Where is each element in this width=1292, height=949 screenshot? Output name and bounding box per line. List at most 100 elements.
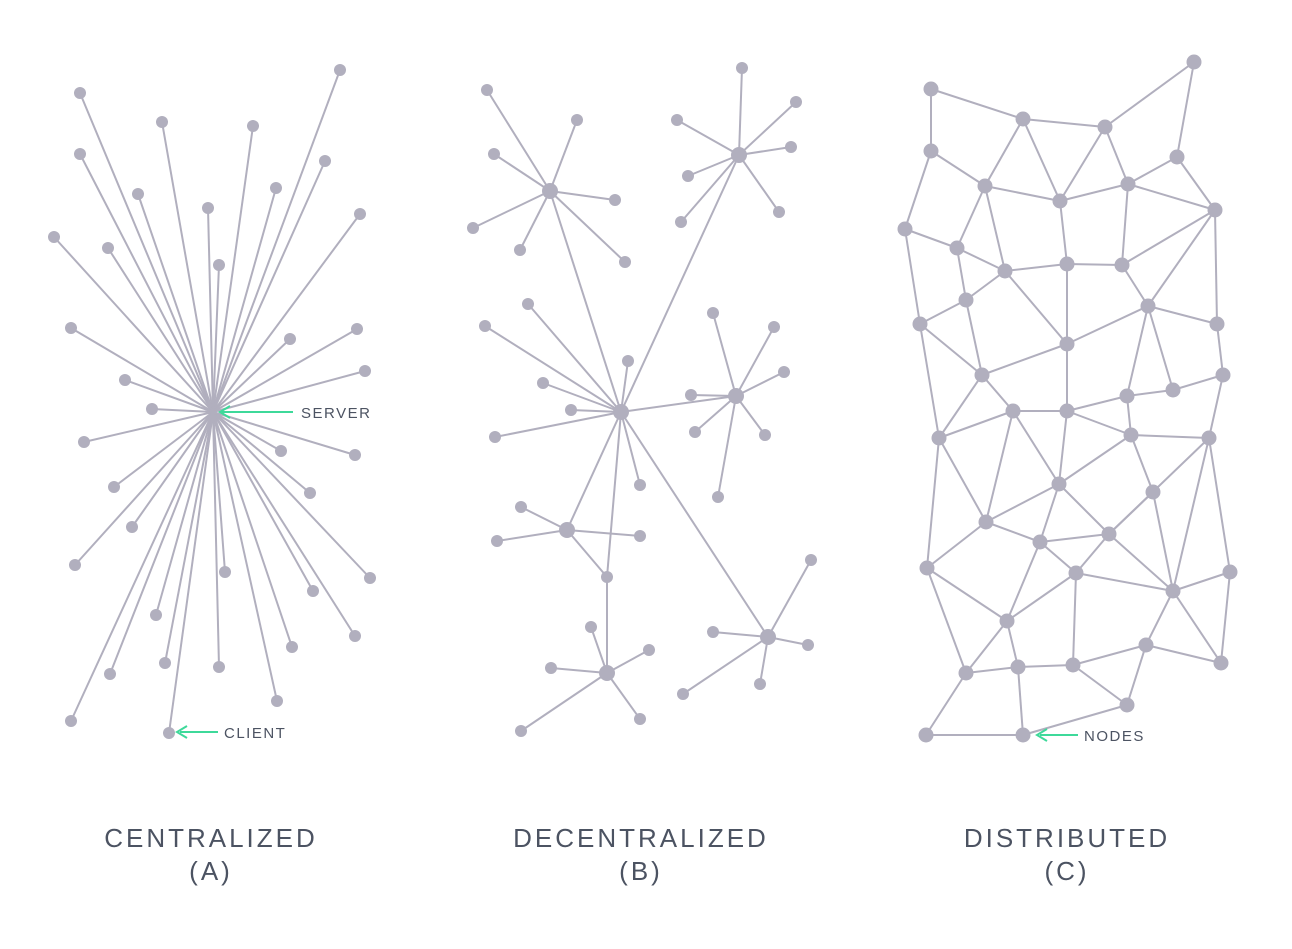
mesh-node [918, 727, 934, 743]
network-link [566, 529, 608, 578]
client-node [69, 559, 81, 571]
mesh-node [1119, 697, 1135, 713]
network-link [590, 626, 608, 674]
network-link [549, 119, 578, 192]
peer-node [467, 222, 479, 234]
decentralized-network [467, 62, 817, 737]
network-link [1059, 183, 1129, 202]
peer-node [634, 530, 646, 542]
caption-title: DECENTRALIZED [513, 823, 769, 853]
network-link [938, 437, 987, 523]
network-link [113, 411, 214, 488]
mesh-node [1140, 298, 1156, 314]
network-link [1152, 491, 1174, 592]
mesh-node [1032, 534, 1048, 550]
mesh-node [931, 430, 947, 446]
client-node [74, 87, 86, 99]
network-link [682, 636, 769, 695]
peer-node [785, 141, 797, 153]
network-link [1006, 572, 1077, 622]
network-link [620, 360, 629, 413]
centralized-network [48, 64, 376, 739]
network-link [956, 247, 1006, 272]
network-link [738, 101, 797, 156]
network-link [566, 529, 641, 537]
client-node [247, 120, 259, 132]
client-node [284, 333, 296, 345]
network-link [1220, 571, 1231, 664]
network-link [904, 228, 921, 325]
peer-node [481, 84, 493, 96]
network-link [620, 395, 737, 413]
client-node [354, 208, 366, 220]
caption-title: CENTRALIZED [104, 823, 318, 853]
network-link [527, 303, 622, 413]
client-node [213, 259, 225, 271]
network-link [735, 395, 766, 436]
caption-letter: (C) [1044, 856, 1090, 886]
network-link [1004, 263, 1068, 272]
network-link [1172, 374, 1224, 391]
caption-letter: (A) [189, 856, 233, 886]
client-node [275, 445, 287, 457]
mesh-node [1215, 367, 1231, 383]
mesh-node [1097, 119, 1113, 135]
network-link [965, 270, 1006, 301]
network-link [919, 323, 983, 376]
mesh-node [919, 560, 935, 576]
network-link [83, 411, 214, 443]
network-link [212, 411, 278, 702]
network-link [1075, 572, 1174, 592]
client-node [213, 661, 225, 673]
mesh-node [1059, 256, 1075, 272]
mesh-node [958, 665, 974, 681]
network-link [212, 411, 356, 456]
mesh-node [1059, 336, 1075, 352]
network-link [70, 327, 214, 413]
peer-node [805, 554, 817, 566]
server-label: SERVER [301, 405, 371, 422]
peer-node [707, 307, 719, 319]
network-link [1121, 264, 1149, 307]
client-node [304, 487, 316, 499]
network-link [1126, 389, 1174, 397]
network-link [738, 154, 780, 213]
mesh-node [1165, 583, 1181, 599]
network-link [938, 410, 1014, 439]
network-link [549, 190, 626, 263]
network-link [1176, 61, 1195, 158]
client-node [48, 231, 60, 243]
network-link [717, 395, 737, 498]
network-link [904, 150, 932, 230]
network-link [620, 411, 769, 638]
peer-node [682, 170, 694, 182]
peer-node [675, 216, 687, 228]
mesh-node [1119, 388, 1135, 404]
network-link [984, 185, 1006, 272]
server-callout: SERVER [218, 405, 371, 422]
distributed-network [897, 54, 1238, 743]
peer-node [759, 429, 771, 441]
network-link [1147, 305, 1218, 325]
network-link [520, 672, 608, 732]
network-link [1059, 200, 1068, 265]
network-link [687, 154, 740, 177]
mesh-node [949, 240, 965, 256]
network-link [926, 567, 1008, 622]
network-link [738, 146, 792, 156]
peer-node [619, 256, 631, 268]
network-link [109, 411, 214, 675]
caption-letter: (B) [619, 856, 663, 886]
network-link [520, 506, 568, 531]
network-link [735, 326, 775, 397]
caption-distributed: DISTRIBUTED (C) [887, 822, 1247, 888]
client-node [202, 202, 214, 214]
network-link [985, 410, 1014, 523]
mesh-node [1201, 430, 1217, 446]
peer-node [537, 377, 549, 389]
mesh-node [1213, 655, 1229, 671]
network-link [1126, 305, 1149, 397]
network-link [1208, 374, 1224, 439]
mesh-node [978, 514, 994, 530]
network-link [1017, 664, 1074, 668]
